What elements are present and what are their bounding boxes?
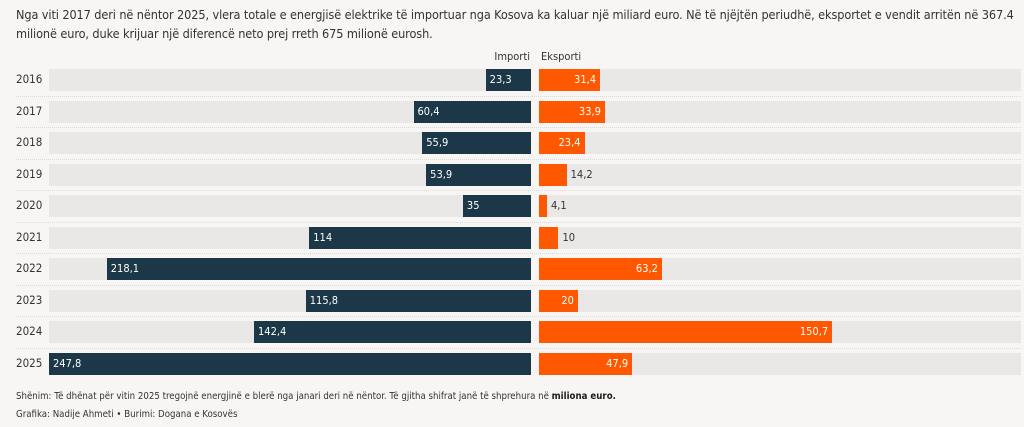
year-label: 2017 <box>16 103 43 118</box>
chart-row: 2023 115,8 20 <box>16 289 1021 312</box>
export-bar <box>539 69 601 91</box>
credit: Grafika: Nadije Ahmeti • Burimi: Dogana … <box>16 409 238 420</box>
row-separator <box>16 221 1021 224</box>
export-track: 63,2 <box>539 258 1021 281</box>
import-value-label: 23,3 <box>489 73 512 86</box>
export-track: 150,7 <box>539 321 1021 344</box>
export-track: 20 <box>539 289 1021 312</box>
import-bar <box>309 226 531 249</box>
export-track: 31,4 <box>539 69 1021 91</box>
import-track: 114 <box>49 226 531 249</box>
import-track: 23,3 <box>49 69 531 91</box>
import-bar <box>462 195 531 218</box>
export-bar <box>539 321 833 344</box>
export-value-label: 31,4 <box>574 73 597 86</box>
footnote-unit: miliona euro. <box>551 391 616 402</box>
import-bar <box>254 321 531 344</box>
export-track: 14,2 <box>539 163 1021 186</box>
chart-row: 2020 35 4,1 <box>16 195 1021 218</box>
footnote: Shënim: Të dhënat për vitin 2025 tregojn… <box>16 391 616 402</box>
row-separator <box>16 316 1021 318</box>
import-bar <box>106 258 531 281</box>
export-bar <box>539 352 633 375</box>
import-value-label: 114 <box>313 230 333 244</box>
year-label: 2016 <box>16 72 43 86</box>
year-label: 2021 <box>16 229 43 244</box>
export-value-label: 47,9 <box>606 356 629 370</box>
export-value-label: 23,4 <box>558 136 581 150</box>
export-bar <box>539 226 559 249</box>
import-bar <box>413 100 531 123</box>
row-separator <box>16 190 1021 192</box>
legend-export: Eksporti <box>541 50 582 63</box>
chart-row: 2025 247,8 47,9 <box>16 352 1021 375</box>
export-track: 47,9 <box>539 352 1021 375</box>
chart-row: 2021 114 10 <box>16 226 1021 249</box>
export-value-label: 63,2 <box>635 262 658 276</box>
row-separator <box>16 253 1021 255</box>
chart-row: 2018 55,9 23,4 <box>16 132 1021 155</box>
year-label: 2022 <box>16 261 43 276</box>
export-value-label: 14,2 <box>570 167 593 181</box>
chart-row: 2024 142,4 150,7 <box>16 321 1021 344</box>
legend-import: Importi <box>494 50 530 63</box>
export-value-label: 10 <box>562 230 576 244</box>
export-bar <box>539 100 605 123</box>
import-bar <box>485 69 531 91</box>
footnote-text: Shënim: Të dhënat për vitin 2025 tregojn… <box>16 391 552 402</box>
import-value-label: 60,4 <box>417 104 440 118</box>
export-bar <box>539 132 585 155</box>
import-bar <box>305 289 531 312</box>
export-track: 10 <box>539 226 1021 249</box>
import-track: 247,8 <box>49 352 531 375</box>
import-track: 115,8 <box>49 289 531 312</box>
import-track: 55,9 <box>49 132 531 155</box>
export-track: 23,4 <box>539 132 1021 155</box>
export-value-label: 33,9 <box>578 104 601 118</box>
year-label: 2023 <box>16 292 43 307</box>
import-value-label: 55,9 <box>426 136 449 150</box>
export-bar <box>539 163 567 186</box>
export-bar <box>539 195 547 218</box>
year-label: 2018 <box>16 135 43 150</box>
export-track: 33,9 <box>539 100 1021 123</box>
import-track: 53,9 <box>49 163 531 186</box>
export-bar <box>539 258 662 281</box>
import-bar <box>49 352 531 375</box>
import-value-label: 115,8 <box>309 293 339 307</box>
import-track: 218,1 <box>49 258 531 281</box>
import-value-label: 142,4 <box>258 325 287 339</box>
export-value-label: 4,1 <box>550 199 567 213</box>
chart-row: 2022 218,1 63,2 <box>16 258 1021 281</box>
chart-row: 2016 23,3 31,4 <box>16 69 1021 91</box>
import-value-label: 247,8 <box>53 356 82 370</box>
row-separator <box>16 127 1021 129</box>
import-bar <box>422 132 531 155</box>
year-label: 2025 <box>16 355 43 370</box>
year-label: 2020 <box>16 198 43 213</box>
export-value-label: 150,7 <box>799 325 829 339</box>
export-track: 4,1 <box>539 195 1021 218</box>
year-label: 2024 <box>16 324 43 339</box>
import-value-label: 218,1 <box>110 262 140 276</box>
import-value-label: 53,9 <box>430 167 453 181</box>
import-track: 142,4 <box>49 321 531 344</box>
row-separator <box>16 158 1021 161</box>
chart-row: 2019 53,9 14,2 <box>16 163 1021 186</box>
year-label: 2019 <box>16 166 43 181</box>
row-separator <box>16 95 1021 98</box>
import-track: 60,4 <box>49 100 531 123</box>
import-bar <box>426 163 531 186</box>
row-separator <box>16 347 1021 350</box>
import-value-label: 35 <box>466 199 480 213</box>
export-value-label: 20 <box>561 293 574 307</box>
intro-text: Nga viti 2017 deri në nëntor 2025, vlera… <box>16 7 1014 41</box>
import-track: 35 <box>49 195 531 218</box>
export-bar <box>539 289 578 312</box>
chart-row: 2017 60,4 33,9 <box>16 100 1021 123</box>
row-separator <box>16 284 1021 287</box>
